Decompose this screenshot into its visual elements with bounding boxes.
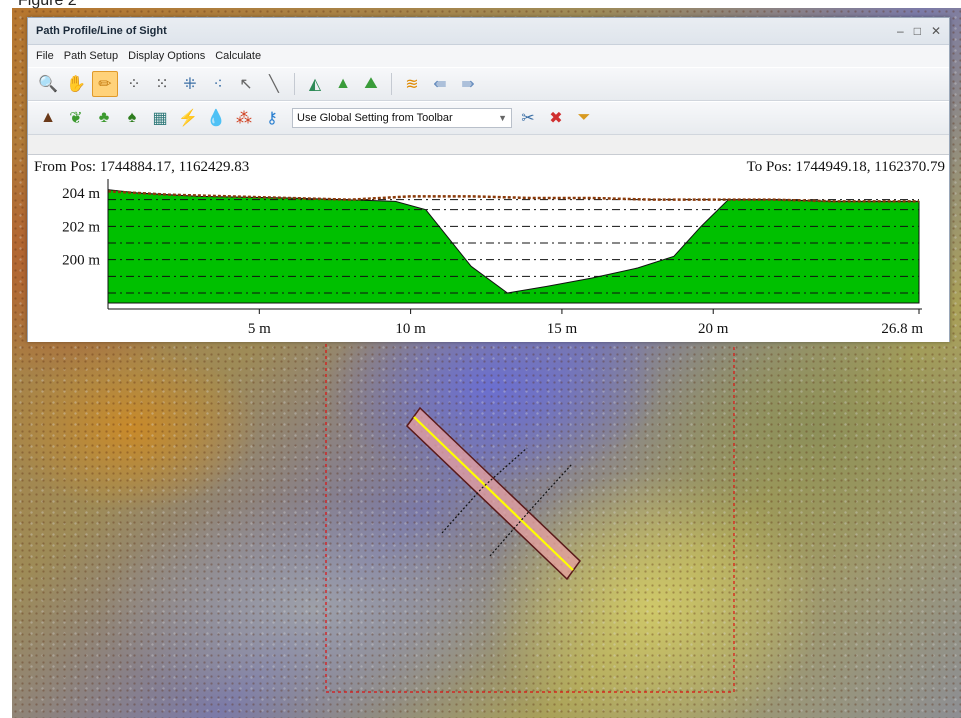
point-cloud-line (107, 190, 919, 203)
toolbar-tools: 🔍 ✋ ✏ ⁘ ⁙ ⁜ ⁖ ↖ ╲ ◭ ▲ ⛰ ≋ ⇚ ⇛ (28, 67, 949, 101)
graph-icon[interactable]: ≋ (405, 76, 419, 93)
y-tick-label: 202 m (62, 219, 100, 235)
map-annotations (325, 344, 735, 693)
path-line (413, 416, 574, 571)
y-tick-label: 204 m (62, 186, 100, 202)
ground-icon[interactable]: ▲ (40, 109, 56, 126)
title-bar[interactable]: Path Profile/Line of Sight – □ ✕ (28, 18, 949, 45)
path-profile-window[interactable]: Path Profile/Line of Sight – □ ✕ File Pat… (27, 17, 950, 342)
display-setting-value: Use Global Setting from Toolbar (297, 112, 453, 124)
menu-bar: File Path Setup Display Options Calculate (28, 45, 949, 67)
x-tick-label: 20 m (698, 321, 729, 337)
arrow-left-icon[interactable]: ⇚ (433, 76, 447, 93)
from-position: From Pos: 1744884.17, 1162429.83 (34, 159, 250, 175)
select-arrow-icon[interactable]: ↖ (239, 76, 253, 93)
select-points-icon[interactable]: ⁙ (155, 76, 169, 93)
cross-section-markers (441, 447, 528, 534)
terrain-zoom-icon[interactable]: ⛰ (364, 75, 378, 92)
chevron-down-icon[interactable]: ▼ (498, 113, 507, 123)
point-line-icon[interactable]: ⁜ (183, 76, 197, 93)
menu-file[interactable]: File (36, 50, 54, 62)
toolbar-classes: ▲ ❦ ♣ ♠ ▦ ⚡ 💧 ⁂ ⚷ Use Global Setting from Toolbar… (28, 101, 949, 135)
x-tick-label: 26.8 m (881, 321, 923, 337)
figure-caption: Figure 2 (18, 0, 77, 9)
close-button[interactable]: ✕ (930, 24, 941, 38)
ground-profile-area (107, 189, 920, 304)
display-setting-select[interactable]: Use Global Setting from Toolbar ▼ (292, 108, 512, 128)
x-tick-label: 10 m (395, 321, 426, 337)
high-vegetation-icon[interactable]: ♠ (127, 109, 137, 126)
y-tick-label: 200 m (62, 253, 100, 269)
medium-vegetation-icon[interactable]: ♣ (98, 109, 110, 126)
x-tick-label: 15 m (547, 321, 578, 337)
menu-calculate[interactable]: Calculate (215, 50, 262, 62)
filter-icon[interactable]: ⏷ (577, 109, 591, 126)
clear-icon[interactable]: ✖ (549, 110, 563, 127)
profile-plot: 204 m 202 m 200 m 5 m 10 m 15 m 20 m 26.8 m (62, 179, 923, 337)
power-line-icon[interactable]: ⚡ (178, 110, 198, 127)
measure-line-icon[interactable]: ╲ (269, 76, 279, 93)
noise-points-icon[interactable]: ⁂ (236, 110, 252, 127)
key-point-icon[interactable]: ⚷ (266, 110, 278, 127)
study-area-boundary (325, 344, 735, 693)
draw-path-icon[interactable]: ✏ (92, 71, 118, 97)
to-position: To Pos: 1744949.18, 1162370.79 (746, 159, 945, 175)
building-icon[interactable]: ▦ (152, 110, 168, 127)
zoom-in-icon[interactable]: 🔍 (38, 76, 58, 93)
cross-section-markers-2 (489, 463, 573, 557)
water-icon[interactable]: 💧 (206, 110, 226, 127)
points-grid-icon[interactable]: ⁘ (127, 76, 141, 93)
point-split-icon[interactable]: ⁖ (213, 76, 223, 93)
profile-view-icon[interactable]: ◭ (308, 76, 322, 93)
profile-chart[interactable]: From Pos: 1744884.17, 1162429.83 To Pos:… (28, 154, 949, 342)
x-tick-label: 5 m (248, 321, 271, 337)
low-vegetation-icon[interactable]: ❦ (69, 110, 83, 127)
toolbar-separator (294, 73, 295, 95)
terrain-view-icon[interactable]: ▲ (335, 75, 351, 92)
settings-tools-icon[interactable]: ✂ (521, 110, 535, 127)
menu-display-options[interactable]: Display Options (128, 50, 206, 62)
window-title: Path Profile/Line of Sight (36, 25, 167, 37)
maximize-button[interactable]: □ (913, 24, 921, 38)
toolbar-separator (391, 73, 392, 95)
minimize-button[interactable]: – (897, 24, 904, 38)
arrow-right-icon[interactable]: ⇛ (461, 76, 475, 93)
pan-hand-icon[interactable]: ✋ (66, 76, 86, 93)
menu-path-setup[interactable]: Path Setup (63, 50, 119, 62)
